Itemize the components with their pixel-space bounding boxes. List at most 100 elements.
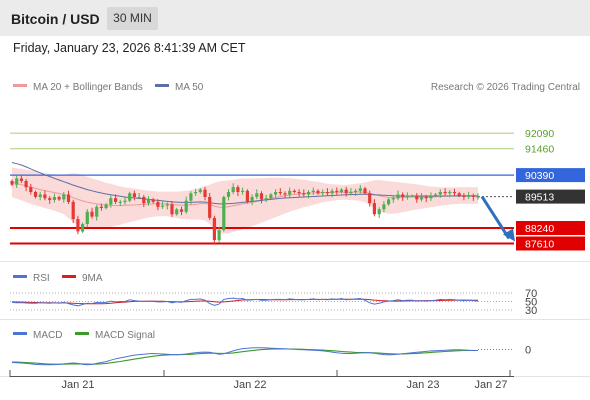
rsi-legend: RSI 9MA <box>13 273 103 284</box>
timeframe-button[interactable]: 30 MIN <box>107 7 158 30</box>
macd-legend-label: MACD <box>33 330 62 341</box>
header-bar: Bitcoin / USD 30 MIN <box>0 0 590 36</box>
candle-body <box>344 189 348 194</box>
price-levels <box>10 132 514 245</box>
candle-body <box>354 190 358 192</box>
candle-body <box>363 188 367 194</box>
candle-body <box>236 187 240 192</box>
support-level-tag <box>516 236 585 251</box>
candle-body <box>448 192 452 194</box>
candle-body <box>217 230 221 241</box>
candle-body <box>241 190 245 192</box>
candle-body <box>321 192 325 194</box>
candle-body <box>33 192 38 197</box>
candle-body <box>462 195 466 197</box>
x-axis-label: Jan 23 <box>406 379 439 391</box>
candle-body <box>132 193 136 197</box>
ma50-line <box>11 162 478 205</box>
candle-body <box>269 194 273 199</box>
candle-body <box>452 192 457 194</box>
candle-body <box>198 189 202 193</box>
candle-body <box>325 192 329 194</box>
candle-body <box>203 189 207 197</box>
candle-body <box>222 197 226 231</box>
moving-averages <box>11 162 478 208</box>
ma20-line <box>11 181 478 208</box>
current-level-tag <box>516 189 585 204</box>
candle-body <box>467 195 471 197</box>
candle-body <box>19 178 23 181</box>
candle-body <box>114 198 118 202</box>
candle-body <box>306 192 311 195</box>
candle-body <box>311 190 315 192</box>
candle-body <box>66 194 71 202</box>
candle-body <box>29 187 33 192</box>
candle-body <box>15 178 19 185</box>
bollinger-band-area <box>12 167 478 234</box>
support-level-label: 87610 <box>525 239 554 251</box>
copyright-label: Research © 2026 Trading Central <box>431 82 580 93</box>
macd-tick-label: 0 <box>525 345 531 357</box>
candle-body <box>316 190 320 194</box>
candle-body <box>405 195 409 197</box>
candle-body <box>95 206 99 217</box>
rsi-tick-label: 70 <box>525 288 537 300</box>
candle-body <box>194 192 198 194</box>
macd-panel: 0 <box>11 345 531 366</box>
candle-body <box>438 192 442 195</box>
candle-body <box>99 206 103 208</box>
rsi-ma-legend-swatch <box>62 275 76 278</box>
candle-body <box>175 209 179 215</box>
candle-body <box>278 192 282 194</box>
candle-body <box>43 194 47 199</box>
support-level-label: 88240 <box>525 223 554 235</box>
macd-signal-line <box>12 348 478 365</box>
candle-body <box>283 193 287 195</box>
candle-body <box>109 198 113 205</box>
candle-body <box>38 194 42 197</box>
candle-body <box>189 193 193 201</box>
ma20-legend-swatch <box>13 84 27 87</box>
candle-body <box>161 205 165 207</box>
level-labels: 92090 91460 90390 89513 88240 87610 <box>516 128 585 251</box>
candle-body <box>212 217 216 241</box>
rsi-tick-label: 50 <box>525 297 537 309</box>
candle-body <box>259 193 264 200</box>
candle-body <box>292 190 296 192</box>
rsi-legend-label: RSI <box>33 273 50 284</box>
candle-body <box>330 190 334 194</box>
candle-body <box>146 199 151 204</box>
forecast-arrow-line <box>480 195 511 240</box>
candle-body <box>151 199 155 202</box>
candle-body <box>71 201 75 220</box>
candle-body <box>81 224 85 232</box>
main-legend: MA 20 + Bollinger Bands MA 50 Research ©… <box>13 82 580 93</box>
candle-body <box>85 211 89 224</box>
candle-body <box>76 219 80 232</box>
candle-body <box>10 181 14 185</box>
candle-body <box>377 209 381 215</box>
candle-body <box>429 195 433 199</box>
candle-body <box>48 198 52 200</box>
current-level-label: 89513 <box>525 192 554 204</box>
macd-signal-legend-label: MACD Signal <box>95 330 155 341</box>
candle-body <box>396 194 400 199</box>
candle-body <box>424 197 428 199</box>
candle-body <box>128 193 132 201</box>
candle-body <box>57 197 61 200</box>
candle-body <box>142 197 146 204</box>
x-axis-label: Jan 22 <box>233 379 266 391</box>
candle-body <box>137 197 141 198</box>
macd-legend-swatch <box>13 332 27 335</box>
x-axis-label: Jan 27 <box>474 379 507 391</box>
forecast-arrow <box>480 195 515 242</box>
candle-body <box>410 195 414 197</box>
candle-body <box>419 197 424 200</box>
candle-body <box>358 188 362 191</box>
candle-body <box>226 192 231 197</box>
candle-body <box>231 187 235 192</box>
candle-body <box>382 204 386 210</box>
instrument-title: Bitcoin / USD <box>11 11 100 27</box>
